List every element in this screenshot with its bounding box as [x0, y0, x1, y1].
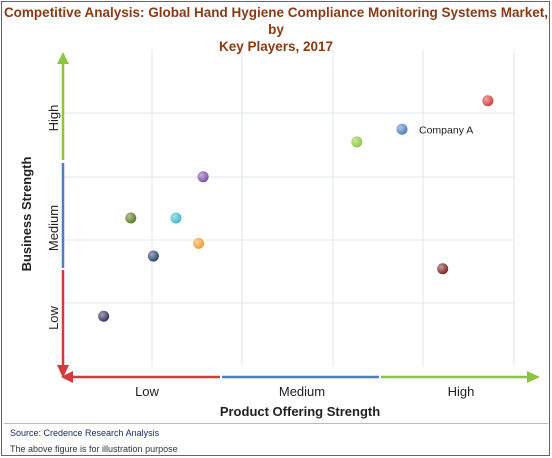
chart-title-line2: Key Players, 2017	[218, 39, 334, 54]
plot-grid	[63, 50, 515, 367]
x-band-label-medium: Medium	[279, 384, 325, 399]
data-point-highlight	[98, 310, 110, 322]
x-axis-arrow-left	[61, 371, 73, 383]
y-band-label-low: Low	[46, 305, 61, 329]
data-point-highlight	[351, 136, 363, 148]
plot-axes	[57, 52, 540, 383]
illustration-note: The above figure is for illustration pur…	[10, 444, 178, 454]
x-axis-arrow-right	[527, 371, 540, 383]
data-point-highlight	[197, 171, 209, 183]
data-point-label: Company A	[419, 124, 473, 136]
data-points: Company A	[98, 95, 494, 322]
x-axis-title: Product Offering Strength	[220, 404, 380, 419]
x-band-label-low: Low	[135, 384, 159, 399]
chart-title-line1: Competitive Analysis: Global Hand Hygien…	[3, 5, 549, 37]
chart-title: Competitive Analysis: Global Hand Hygien…	[0, 4, 552, 55]
y-axis-arrow-up	[57, 52, 69, 64]
y-band-label-medium: Medium	[46, 205, 61, 251]
data-point-highlight	[396, 123, 408, 135]
y-band-label-high: High	[46, 105, 61, 132]
data-point-highlight	[147, 250, 159, 262]
y-axis-title: Business Strength	[19, 157, 34, 272]
x-band-label-high: High	[448, 384, 475, 399]
data-point-highlight	[170, 212, 182, 224]
data-point-highlight	[482, 95, 494, 107]
source-note: Source: Credence Research Analysis	[10, 428, 160, 438]
data-point-highlight	[437, 263, 449, 275]
data-point-highlight	[125, 212, 137, 224]
axis-labels: Low Medium High Low Medium High Product Offeri…	[19, 105, 474, 419]
y-axis-arrow-down	[57, 365, 69, 378]
footer-divider	[4, 423, 548, 424]
data-point-highlight	[193, 237, 205, 249]
